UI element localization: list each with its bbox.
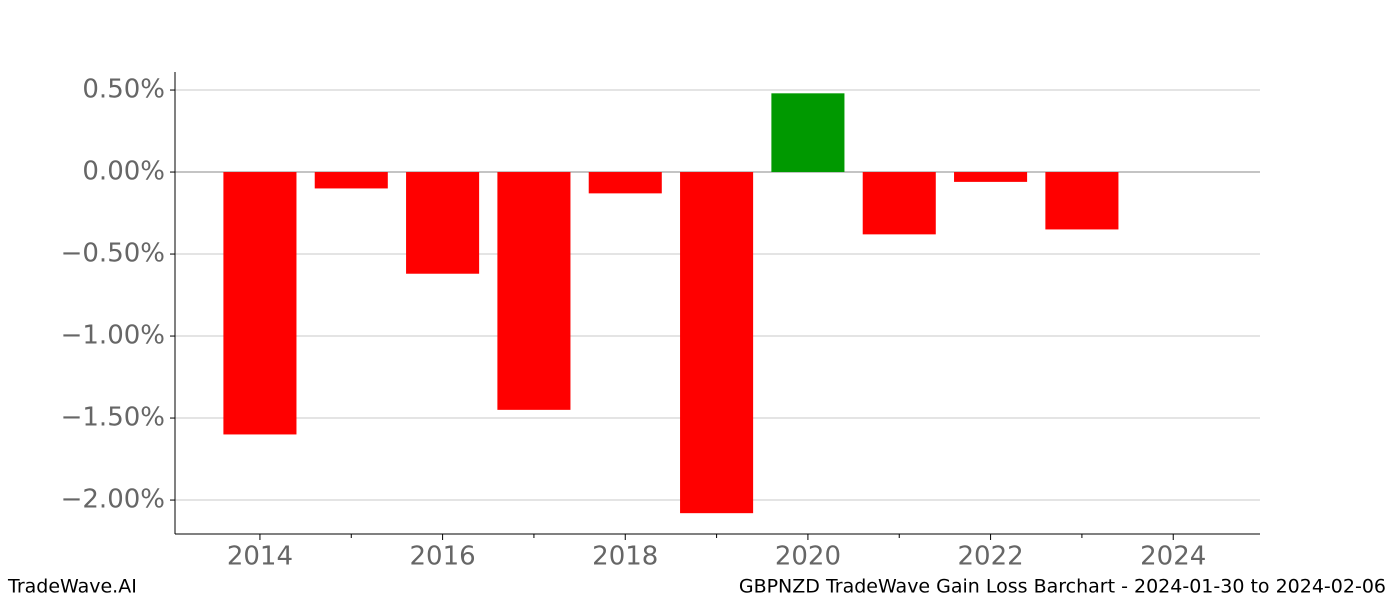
- y-tick-label: 0.50%: [82, 75, 165, 105]
- x-tick-label: 2020: [775, 542, 841, 572]
- y-tick-label: −1.00%: [61, 321, 165, 351]
- bar: [223, 172, 297, 435]
- y-tick-label: −0.50%: [61, 239, 165, 269]
- y-tick-label: −2.00%: [61, 485, 165, 515]
- bar: [588, 172, 662, 194]
- bar: [771, 93, 845, 173]
- bar: [406, 172, 480, 274]
- bar: [497, 172, 571, 410]
- bar: [680, 172, 754, 514]
- x-tick-label: 2024: [1140, 542, 1206, 572]
- y-tick-label: −1.50%: [61, 403, 165, 433]
- chart-title: GBPNZD TradeWave Gain Loss Barchart - 20…: [739, 576, 1386, 598]
- x-tick-label: 2016: [410, 542, 476, 572]
- x-tick-label: 2022: [957, 542, 1023, 572]
- x-tick-label: 2014: [227, 542, 293, 572]
- bar: [1045, 172, 1119, 230]
- source-label: TradeWave.AI: [7, 576, 137, 598]
- bar: [954, 172, 1028, 182]
- y-tick-label: 0.00%: [82, 157, 165, 187]
- bar: [314, 172, 388, 189]
- bar: [862, 172, 936, 235]
- x-tick-label: 2018: [592, 542, 658, 572]
